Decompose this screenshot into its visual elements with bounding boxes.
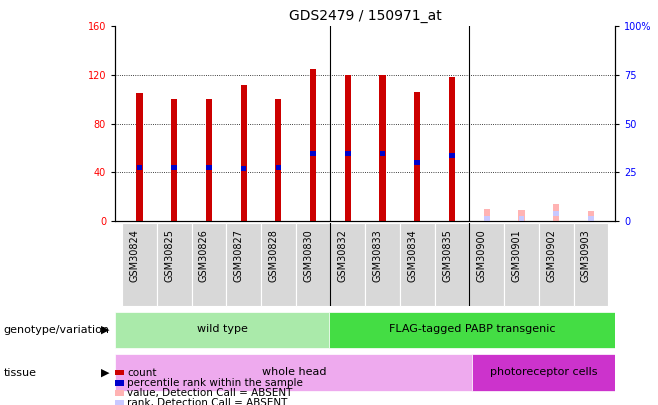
Bar	[171, 99, 177, 221]
Bar	[137, 165, 142, 170]
Bar	[241, 166, 247, 171]
FancyBboxPatch shape	[472, 354, 615, 391]
Bar	[115, 380, 124, 386]
Text: GSM30826: GSM30826	[199, 229, 209, 282]
Text: percentile rank within the sample: percentile rank within the sample	[128, 378, 303, 388]
Text: GSM30903: GSM30903	[581, 229, 591, 282]
Bar	[588, 216, 594, 221]
Bar	[519, 210, 524, 221]
Bar	[136, 93, 143, 221]
Text: GSM30833: GSM30833	[372, 229, 382, 282]
Bar	[449, 77, 455, 221]
Bar	[241, 85, 247, 221]
Text: GSM30834: GSM30834	[407, 229, 417, 282]
Text: GSM30830: GSM30830	[303, 229, 313, 282]
FancyBboxPatch shape	[157, 223, 191, 306]
Text: GSM30902: GSM30902	[546, 229, 556, 282]
FancyBboxPatch shape	[122, 223, 157, 306]
Bar	[115, 400, 124, 405]
Bar	[171, 165, 177, 170]
Text: count: count	[128, 368, 157, 377]
Bar	[115, 370, 124, 375]
FancyBboxPatch shape	[435, 223, 469, 306]
Bar	[115, 390, 124, 396]
Text: photoreceptor cells: photoreceptor cells	[490, 367, 597, 377]
Text: whole head: whole head	[261, 367, 326, 377]
Bar	[553, 204, 559, 221]
Text: FLAG-tagged PABP transgenic: FLAG-tagged PABP transgenic	[389, 324, 555, 334]
Text: GSM30835: GSM30835	[442, 229, 452, 282]
Text: GSM30824: GSM30824	[130, 229, 139, 282]
Text: GSM30827: GSM30827	[234, 229, 243, 282]
Text: genotype/variation: genotype/variation	[3, 325, 109, 335]
Bar	[380, 75, 386, 221]
Text: GSM30901: GSM30901	[511, 229, 522, 282]
Bar	[345, 151, 351, 156]
Bar	[311, 151, 316, 156]
Bar	[415, 160, 420, 165]
Text: GSM30825: GSM30825	[164, 229, 174, 282]
FancyBboxPatch shape	[191, 223, 226, 306]
FancyBboxPatch shape	[115, 312, 330, 348]
Text: tissue: tissue	[3, 368, 36, 377]
Bar	[588, 211, 594, 221]
FancyBboxPatch shape	[330, 312, 615, 348]
Bar	[484, 209, 490, 221]
Text: wild type: wild type	[197, 324, 248, 334]
FancyBboxPatch shape	[400, 223, 435, 306]
Text: GSM30832: GSM30832	[338, 229, 348, 282]
FancyBboxPatch shape	[365, 223, 400, 306]
Bar	[449, 153, 455, 158]
FancyBboxPatch shape	[504, 223, 539, 306]
Text: GSM30900: GSM30900	[477, 229, 487, 282]
FancyBboxPatch shape	[330, 223, 365, 306]
Text: ▶: ▶	[101, 368, 109, 377]
Title: GDS2479 / 150971_at: GDS2479 / 150971_at	[289, 9, 442, 23]
Bar	[206, 99, 212, 221]
Text: GSM30828: GSM30828	[268, 229, 278, 282]
FancyBboxPatch shape	[295, 223, 330, 306]
Bar	[206, 165, 212, 170]
FancyBboxPatch shape	[469, 223, 504, 306]
Bar	[519, 216, 524, 221]
FancyBboxPatch shape	[574, 223, 608, 306]
Bar	[276, 165, 281, 170]
Bar	[380, 151, 386, 156]
Bar	[275, 99, 282, 221]
Bar	[345, 75, 351, 221]
FancyBboxPatch shape	[261, 223, 295, 306]
Text: rank, Detection Call = ABSENT: rank, Detection Call = ABSENT	[128, 398, 288, 405]
Bar	[414, 92, 420, 221]
Bar	[310, 69, 316, 221]
Bar	[553, 211, 559, 216]
FancyBboxPatch shape	[115, 354, 472, 391]
FancyBboxPatch shape	[226, 223, 261, 306]
Text: value, Detection Call = ABSENT: value, Detection Call = ABSENT	[128, 388, 293, 398]
FancyBboxPatch shape	[539, 223, 574, 306]
Bar	[484, 216, 490, 221]
Text: ▶: ▶	[101, 325, 109, 335]
